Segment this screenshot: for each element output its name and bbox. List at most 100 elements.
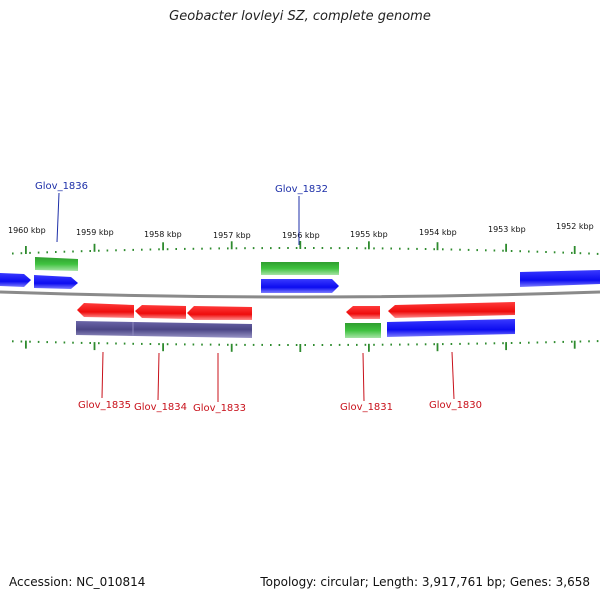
minor-tick <box>330 247 332 250</box>
minor-tick <box>321 247 324 249</box>
minor-tick <box>244 247 246 250</box>
minor-tick <box>347 247 349 250</box>
minor-tick <box>158 343 160 346</box>
minor-tick <box>149 248 152 251</box>
minor-tick <box>450 343 453 345</box>
kbp-scale-labels: 1960 kbp 1959 kbp 1958 kbp 1957 kbp 1956… <box>8 222 594 240</box>
kbp-label: 1955 kbp <box>350 230 388 239</box>
minor-tick <box>261 247 263 250</box>
minor-tick <box>545 251 547 253</box>
minor-tick <box>72 341 74 344</box>
minor-tick <box>467 248 470 251</box>
genome-summary: Topology: circular; Length: 3,917,761 bp… <box>260 575 590 589</box>
cds-arrow <box>520 270 600 287</box>
inner-tick-ring <box>12 340 599 352</box>
minor-tick <box>98 342 100 345</box>
cds-arrow-glov-1833 <box>187 306 252 320</box>
minor-tick <box>287 247 289 249</box>
minor-tick <box>63 250 66 253</box>
minor-tick <box>270 247 272 250</box>
minor-tick <box>63 341 66 344</box>
map-title: Geobacter lovleyi SZ, complete genome <box>169 9 431 24</box>
minor-tick <box>347 343 349 346</box>
minor-tick <box>476 249 478 252</box>
minor-tick <box>106 249 109 252</box>
minor-tick <box>433 248 435 251</box>
minor-tick <box>442 248 444 251</box>
minor-tick <box>218 247 220 250</box>
minor-tick <box>304 344 306 346</box>
cds-arrow-glov-1830 <box>388 302 515 318</box>
minor-tick <box>235 343 238 346</box>
major-tick <box>436 242 439 251</box>
minor-tick <box>493 342 496 345</box>
minor-tick <box>244 343 246 346</box>
minor-tick <box>407 343 410 346</box>
minor-tick <box>588 252 590 255</box>
minor-tick <box>381 247 384 250</box>
minor-tick <box>519 250 521 253</box>
minor-tick <box>476 342 478 345</box>
minor-tick <box>373 343 375 346</box>
minor-tick <box>252 343 255 346</box>
minor-tick <box>562 340 564 343</box>
minor-tick <box>295 247 298 249</box>
minor-tick <box>72 250 74 253</box>
minor-tick <box>502 249 504 252</box>
gene-label-glov-1831: Glov_1831 <box>340 402 393 413</box>
major-tick <box>230 343 233 352</box>
minor-tick <box>424 343 427 346</box>
minor-tick <box>252 247 255 250</box>
major-tick <box>368 343 370 352</box>
major-tick <box>25 246 27 254</box>
minor-tick <box>80 250 83 253</box>
minor-tick <box>287 344 289 346</box>
gene-extent-glov-1835-1833 <box>76 321 252 338</box>
minor-tick <box>510 250 513 252</box>
minor-tick <box>201 247 203 250</box>
minor-tick <box>459 342 461 345</box>
minor-tick <box>356 247 358 250</box>
major-tick <box>93 342 96 351</box>
minor-tick <box>407 247 410 250</box>
minor-tick <box>149 343 152 345</box>
minor-tick <box>123 249 126 252</box>
gene-label-glov-1832: Glov_1832 <box>275 184 328 195</box>
major-tick <box>93 243 96 252</box>
minor-tick <box>55 251 57 253</box>
minor-tick <box>313 247 315 249</box>
gene-extent-glov-1830 <box>387 319 515 337</box>
major-tick <box>368 241 370 250</box>
minor-tick <box>132 248 134 251</box>
minor-tick <box>493 249 496 252</box>
minor-tick <box>390 343 392 346</box>
minor-tick <box>209 247 212 250</box>
minor-tick <box>588 340 590 343</box>
minor-tick <box>98 249 100 252</box>
minor-tick <box>12 252 14 255</box>
minor-tick <box>141 248 143 251</box>
minor-tick <box>46 341 48 344</box>
minor-tick <box>20 252 23 255</box>
minor-tick <box>227 343 229 346</box>
minor-tick <box>510 342 513 344</box>
major-tick <box>162 242 164 251</box>
kbp-label: 1958 kbp <box>144 230 182 239</box>
minor-tick <box>502 342 504 345</box>
minor-tick <box>373 247 375 250</box>
minor-tick <box>227 247 229 250</box>
minor-tick <box>175 343 177 346</box>
major-tick <box>299 344 302 352</box>
gene-labels: Glov_1836 Glov_1832 Glov_1835 Glov_1834 … <box>35 181 482 414</box>
cds-arrow-glov-1831 <box>346 306 380 319</box>
major-tick <box>162 343 164 352</box>
minor-tick <box>536 250 539 253</box>
minor-tick <box>201 343 203 346</box>
minor-tick <box>467 342 470 345</box>
accession-label: Accession: NC_010814 <box>9 575 146 589</box>
kbp-label: 1953 kbp <box>488 225 526 234</box>
minor-tick <box>304 247 306 249</box>
minor-tick <box>519 341 521 344</box>
minor-tick <box>166 343 169 346</box>
